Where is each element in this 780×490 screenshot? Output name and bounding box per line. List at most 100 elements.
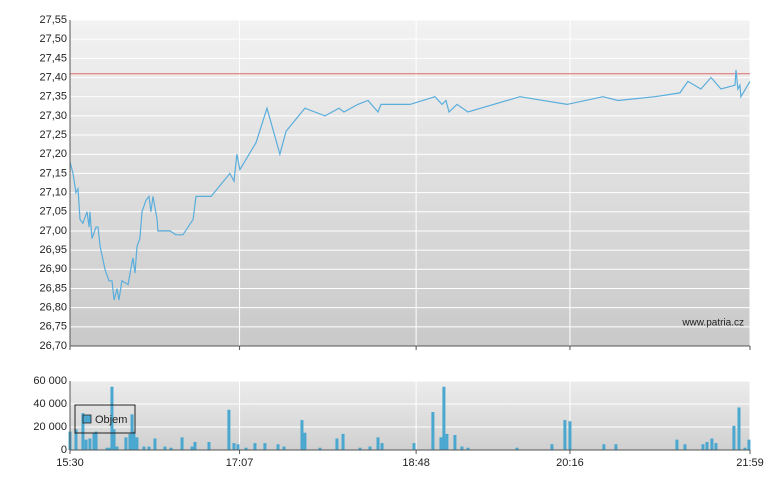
volume-bar: [710, 438, 714, 450]
volume-bar: [253, 443, 257, 450]
volume-bar: [130, 414, 134, 450]
volume-bar: [163, 446, 167, 450]
volume-bar: [376, 437, 380, 450]
volume-bar: [445, 433, 449, 450]
volume-bar: [335, 438, 339, 450]
volume-bar: [380, 443, 384, 450]
volume-bar: [132, 431, 136, 450]
volume-bar: [94, 431, 98, 450]
volume-bar: [515, 447, 519, 450]
volume-bar: [88, 438, 92, 450]
volume-bar: [276, 444, 280, 450]
volume-bar: [568, 421, 572, 450]
volume-bar: [135, 437, 139, 450]
volume-bar: [128, 433, 132, 450]
volume-bar: [431, 412, 435, 450]
volume-bar: [112, 429, 116, 450]
volume-bar: [190, 446, 194, 450]
price-line: [69, 69, 751, 301]
y-tick-label: 27,05: [39, 206, 67, 218]
y-tick-label: 60 000: [33, 375, 67, 387]
volume-bar: [227, 409, 231, 450]
volume-bar: [412, 443, 416, 450]
marks: 26,70 26,75 26,80 26,85 26,90 26,95 27,00 27,05…: [33, 14, 763, 469]
volume-bar: [282, 446, 286, 450]
volume-bar: [244, 447, 248, 450]
x-tick-label: 18:48: [402, 457, 430, 469]
volume-bar: [466, 447, 470, 450]
y-tick-label: 20 000: [33, 421, 67, 433]
volume-bar: [368, 446, 372, 450]
x-tick-label: 17:07: [226, 457, 254, 469]
volume-bar: [563, 420, 567, 450]
volume-bar: [236, 444, 240, 450]
y-tick-label: 26,85: [39, 282, 67, 294]
y-tick-label: 27,45: [39, 52, 67, 64]
volume-bar: [439, 437, 443, 450]
y-tick-label: 27,50: [39, 33, 67, 45]
volume-bar: [602, 444, 606, 450]
volume-bar: [110, 386, 114, 450]
x-tick-label: 20:16: [556, 457, 584, 469]
volume-bar: [232, 443, 236, 450]
x-tick-label: 15:30: [56, 457, 84, 469]
y-tick-label: 27,55: [39, 14, 67, 26]
volume-bar: [747, 439, 751, 450]
volume-bar: [743, 447, 747, 450]
volume-bar: [169, 447, 173, 450]
y-tick-label: 27,40: [39, 71, 67, 83]
volume-bar: [193, 441, 197, 450]
volume-bar: [74, 429, 78, 450]
volume-bar: [303, 432, 307, 450]
y-tick-label: 26,90: [39, 263, 67, 275]
volume-bar: [142, 446, 146, 450]
x-tick-label: 21:59: [736, 457, 764, 469]
volume-bar: [84, 439, 88, 450]
volume-bar: [732, 425, 736, 450]
y-tick-label: 26,80: [39, 302, 67, 314]
legend-box: [74, 404, 136, 434]
volume-bar: [318, 447, 322, 450]
y-tick-label: 27,15: [39, 167, 67, 179]
volume-bar: [153, 438, 157, 450]
volume-bar: [147, 446, 151, 450]
volume-bar: [341, 433, 345, 450]
y-tick-label: 26,75: [39, 321, 67, 333]
y-tick-label: 27,10: [39, 186, 67, 198]
y-tick-label: 27,30: [39, 110, 67, 122]
volume-bar: [180, 437, 184, 450]
volume-bar: [614, 444, 618, 450]
y-tick-label: 27,25: [39, 129, 67, 141]
volume-bar: [263, 443, 267, 450]
volume-bar: [124, 437, 128, 450]
volume-bar: [737, 407, 741, 450]
volume-bar: [683, 444, 687, 450]
volume-bar: [105, 447, 109, 450]
watermark: www.patria.cz: [681, 318, 744, 329]
volume-bar: [300, 420, 304, 450]
volume-bar: [460, 446, 464, 450]
price-plot-background: [70, 20, 750, 346]
volume-bar: [705, 441, 709, 450]
y-tick-label: 27,20: [39, 148, 67, 160]
volume-plot-background: [70, 381, 750, 450]
volume-bar: [115, 446, 119, 450]
y-tick-label: 27,00: [39, 225, 67, 237]
volume-bar: [701, 444, 705, 450]
volume-bar: [675, 439, 679, 450]
volume-bar: [81, 413, 85, 450]
volume-bar: [453, 435, 457, 450]
volume-bar: [207, 441, 211, 450]
volume-bar: [714, 443, 718, 450]
volume-bar: [108, 447, 112, 450]
y-tick-label: 40 000: [33, 398, 67, 410]
y-tick-label: 27,35: [39, 91, 67, 103]
volume-bar: [92, 432, 96, 450]
volume-bar: [358, 447, 362, 450]
y-tick-label: 26,95: [39, 244, 67, 256]
legend-label: Objem: [95, 414, 127, 426]
y-tick-label: 26,70: [39, 340, 67, 352]
volume-bar: [442, 386, 446, 450]
y-tick-label: 0: [61, 444, 67, 456]
